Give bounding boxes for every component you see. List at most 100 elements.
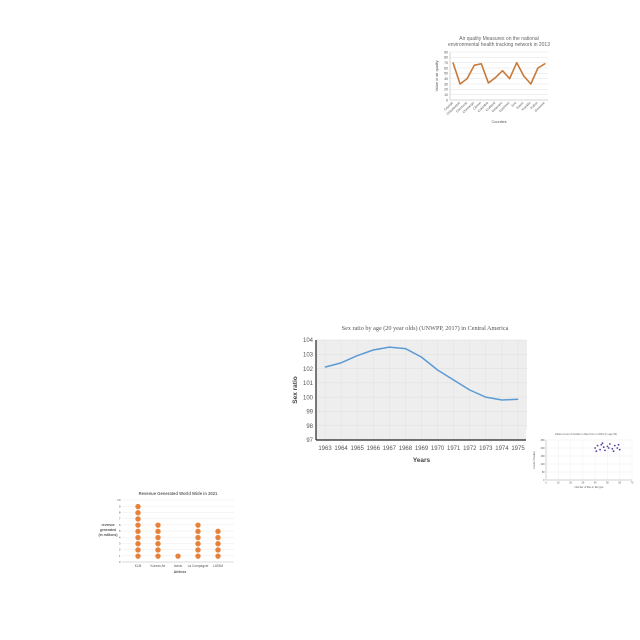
data-point xyxy=(324,366,326,368)
x-tick-label: Erie xyxy=(511,101,518,108)
x-tick-label: 1973 xyxy=(479,446,493,452)
data-point xyxy=(594,447,597,449)
bodies-scatter-svg: Oldest count of bodies in files from in … xyxy=(533,432,634,489)
y-tick-label: 100 xyxy=(541,463,546,466)
data-point xyxy=(340,362,342,364)
x-tick-label: La Compagnie xyxy=(188,564,209,568)
data-dot xyxy=(195,541,201,547)
data-point xyxy=(616,447,619,449)
data-dot xyxy=(135,522,141,528)
x-tick-label: 0 xyxy=(545,482,547,485)
y-axis-label: Value of air quality xyxy=(435,60,439,91)
data-point xyxy=(466,78,468,80)
y-tick-label: 101 xyxy=(303,381,314,387)
y-axis-label: revenue xyxy=(101,523,114,527)
x-tick-label: Korean Air xyxy=(151,564,167,568)
data-point xyxy=(388,346,390,348)
data-point xyxy=(453,379,455,381)
y-tick-label: 100 xyxy=(303,395,314,401)
x-tick-label: 20 xyxy=(569,482,572,485)
x-tick-label: 1975 xyxy=(511,446,525,452)
data-dot xyxy=(155,534,161,541)
data-dot xyxy=(195,528,201,535)
data-point xyxy=(452,62,454,64)
data-dot xyxy=(155,528,161,535)
chart-title: Revenue Generated World Wide in 2021 xyxy=(139,491,218,496)
data-point xyxy=(604,449,606,452)
data-point xyxy=(595,450,598,453)
y-tick-label: 150 xyxy=(541,455,546,458)
y-tick-label: 3 xyxy=(119,542,121,546)
x-axis-label: Counties xyxy=(492,120,507,124)
x-tick-label: 30 xyxy=(582,482,585,485)
y-tick-label: 7 xyxy=(119,517,121,521)
y-tick-label: 50 xyxy=(542,471,545,474)
chart-title: Air quality Measures on the national xyxy=(459,36,539,42)
y-tick-label: 97 xyxy=(306,438,313,444)
y-tick-label: 0 xyxy=(543,479,545,482)
data-dot xyxy=(195,522,201,528)
y-tick-label: 9 xyxy=(119,504,121,508)
data-point xyxy=(600,443,603,446)
data-point xyxy=(372,349,374,351)
data-point xyxy=(612,450,615,453)
air-quality-chart: Air quality Measures on the national envi… xyxy=(428,34,558,130)
y-tick-label: 10 xyxy=(444,93,448,97)
data-dot xyxy=(175,553,181,559)
x-tick-label: 50 xyxy=(606,482,609,485)
y-axis-label: Count of bodies xyxy=(533,450,536,468)
chart-title: environmental health tracking network in… xyxy=(448,42,550,48)
data-point xyxy=(606,445,609,448)
data-point xyxy=(596,444,599,447)
y-tick-label: 90 xyxy=(444,50,448,54)
x-tick-label: Cayuga xyxy=(443,101,454,112)
data-point xyxy=(611,447,614,450)
data-point xyxy=(537,67,539,69)
data-point xyxy=(523,75,525,77)
x-axis-label: Years xyxy=(413,457,431,464)
x-tick-label: Essex xyxy=(516,101,525,110)
data-point xyxy=(494,77,497,79)
revenue-dot-svg: Revenue Generated World Wide in 2021 0 1 2 3… xyxy=(98,491,234,574)
data-point xyxy=(544,63,546,65)
x-tick-label: 1964 xyxy=(334,446,348,452)
data-point xyxy=(530,83,532,85)
data-point xyxy=(485,396,487,398)
data-dot xyxy=(215,534,221,541)
y-tick-label: 103 xyxy=(303,352,314,358)
data-point xyxy=(517,398,519,400)
y-tick-label: 104 xyxy=(303,338,314,344)
x-tick-label: 10 xyxy=(557,482,560,485)
data-dot xyxy=(135,516,141,522)
x-tick-label: 1966 xyxy=(367,446,381,452)
data-point xyxy=(618,448,621,451)
x-tick-label: 1963 xyxy=(318,446,332,452)
y-tick-label: 30 xyxy=(444,82,448,86)
x-tick-label: 1969 xyxy=(415,446,429,452)
data-dot xyxy=(135,510,141,516)
data-point xyxy=(469,389,471,391)
bodies-scatter-chart: Oldest count of bodies in files from in … xyxy=(526,430,636,492)
y-axis-label: generated xyxy=(100,528,116,532)
data-point xyxy=(487,82,489,84)
data-point xyxy=(356,355,358,357)
y-tick-label: 8 xyxy=(119,511,121,515)
x-tick-label: KLM xyxy=(135,564,142,568)
x-tick-label: 70 xyxy=(631,482,634,485)
data-point xyxy=(459,83,461,85)
data-point xyxy=(501,70,504,72)
data-dot xyxy=(195,534,201,541)
y-tick-label: 2 xyxy=(119,548,121,552)
sex-ratio-svg: Sex ratio by age (20 year olds) (UNWPP, … xyxy=(292,325,527,464)
data-point xyxy=(480,63,482,65)
series-line xyxy=(452,61,546,85)
data-dot xyxy=(135,553,141,559)
y-axis-label: Sex ratio xyxy=(292,376,299,403)
data-point xyxy=(473,64,475,66)
data-point xyxy=(405,348,406,349)
data-point xyxy=(613,444,616,447)
revenue-dot-chart: Revenue Generated World Wide in 2021 0 1 2 3… xyxy=(96,486,236,578)
data-point xyxy=(599,448,601,451)
data-point xyxy=(617,443,620,446)
y-tick-label: 99 xyxy=(306,410,313,416)
